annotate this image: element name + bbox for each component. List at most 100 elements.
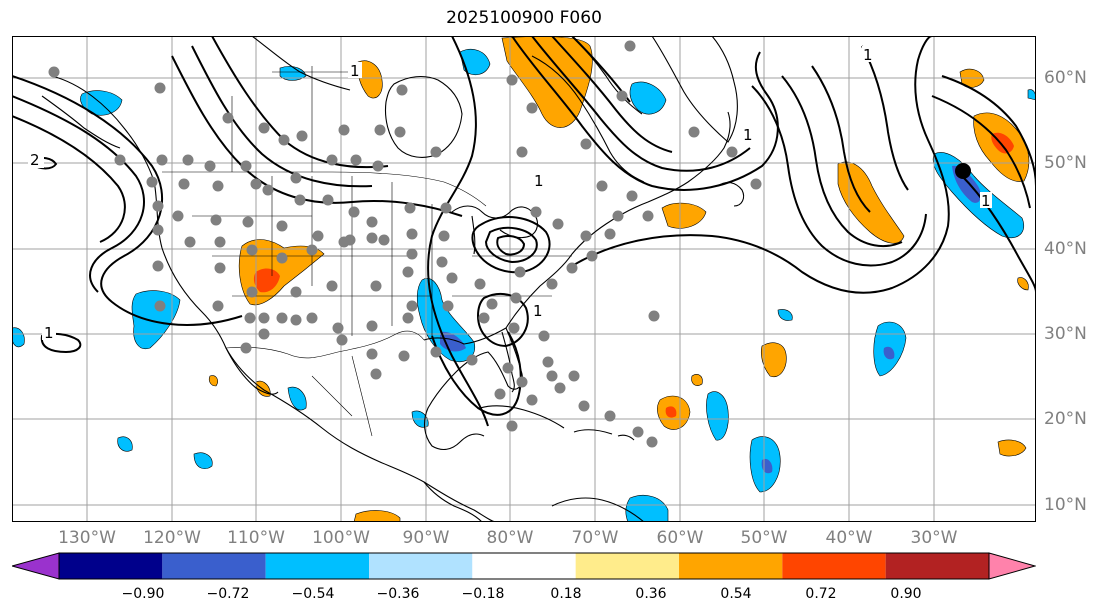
station-dot xyxy=(466,354,478,366)
map-panel: 1 2 1 1 1 1 1 1 xyxy=(12,36,1036,522)
lon-label: 120°W xyxy=(143,528,201,548)
station-dot xyxy=(430,146,442,158)
station-dot xyxy=(578,400,590,412)
colorbar-extend-high xyxy=(988,552,1036,580)
contour-line xyxy=(511,36,779,191)
station-dot xyxy=(322,194,334,206)
station-dot xyxy=(276,312,288,324)
station-dot xyxy=(378,234,390,246)
lon-label: 60°W xyxy=(656,528,704,548)
station-dot xyxy=(296,130,308,142)
contour-line xyxy=(431,331,522,416)
alaska-islands xyxy=(41,95,121,149)
station-dot xyxy=(366,216,378,228)
station-dot xyxy=(604,410,616,422)
station-dot xyxy=(406,300,418,312)
colorbar-label: −0.54 xyxy=(291,586,335,602)
lat-label: 10°N xyxy=(1044,495,1087,515)
warm-anomaly xyxy=(691,374,703,386)
station-dot xyxy=(306,244,318,256)
station-dot xyxy=(246,286,258,298)
station-dot xyxy=(510,292,522,304)
station-dot xyxy=(632,426,644,438)
station-dot xyxy=(546,370,558,382)
atlantic-coast xyxy=(505,111,731,329)
station-dot xyxy=(258,328,270,340)
station-dot xyxy=(514,266,526,278)
colorbar-frame xyxy=(58,552,990,580)
station-dot xyxy=(396,84,408,96)
station-dot xyxy=(172,210,184,222)
station-dot xyxy=(506,420,518,432)
station-dot xyxy=(326,280,338,292)
colorbar xyxy=(12,552,1036,580)
warm-anomaly xyxy=(837,161,905,244)
contour-label: 1 xyxy=(863,46,873,64)
station-dot xyxy=(350,154,362,166)
station-dot xyxy=(262,184,274,196)
warm-anomaly xyxy=(208,375,218,387)
contour-line xyxy=(427,36,489,427)
lon-label: 50°W xyxy=(740,528,788,548)
puerto-rico xyxy=(617,434,635,441)
lat-label: 20°N xyxy=(1044,409,1087,429)
station-dot xyxy=(244,312,256,324)
station-dot xyxy=(370,368,382,380)
station-dot xyxy=(478,312,490,324)
colorbar-swatch xyxy=(575,553,679,579)
station-dot xyxy=(178,178,190,190)
station-dot xyxy=(626,190,638,202)
station-dot xyxy=(152,200,164,212)
station-dot xyxy=(406,248,418,260)
political-borders xyxy=(162,66,572,437)
station-dot xyxy=(212,300,224,312)
station-dot xyxy=(204,160,216,172)
station-dot xyxy=(568,370,580,382)
station-dot xyxy=(374,124,386,136)
contour-label: 1 xyxy=(350,62,360,80)
hispaniola xyxy=(573,429,613,435)
lat-label: 60°N xyxy=(1044,68,1087,88)
station-dot xyxy=(402,312,414,324)
contour-line xyxy=(191,45,373,188)
mexico-state-line xyxy=(311,375,353,417)
map-title: 2025100900 F060 xyxy=(446,8,602,28)
us-mexico-border xyxy=(225,330,425,359)
baja xyxy=(225,347,279,395)
florida xyxy=(501,331,515,393)
station-dot xyxy=(436,256,448,268)
contour-line xyxy=(781,75,903,248)
map-canvas: 1 2 1 1 1 1 1 1 xyxy=(12,36,1036,522)
lon-label: 70°W xyxy=(571,528,619,548)
station-dot xyxy=(516,146,528,158)
cold-anomaly xyxy=(883,346,895,360)
station-dot xyxy=(246,244,258,256)
station-dot xyxy=(294,194,306,206)
station-dot xyxy=(438,230,450,242)
station-dot xyxy=(290,314,302,326)
station-dot xyxy=(370,280,382,292)
south-america xyxy=(551,497,645,522)
contour-line xyxy=(571,36,950,294)
station-dot xyxy=(366,320,378,332)
contour-line xyxy=(551,36,673,153)
map-frame xyxy=(12,36,1036,522)
station-dot xyxy=(290,172,302,184)
colorbar-swatch xyxy=(265,553,369,579)
station-dot xyxy=(526,102,538,114)
contour-line xyxy=(12,75,243,326)
lon-label: 90°W xyxy=(402,528,450,548)
station-dot xyxy=(214,262,226,274)
contour-label: 2 xyxy=(30,151,40,169)
station-dot xyxy=(306,312,318,324)
station-dot xyxy=(508,322,520,334)
observation-stations xyxy=(48,40,762,448)
lon-label: 100°W xyxy=(312,528,370,548)
station-dot xyxy=(154,82,166,94)
station-dot xyxy=(542,356,554,368)
contour-label: 1 xyxy=(533,302,543,320)
us-canada-border xyxy=(162,171,487,207)
lon-label: 30°W xyxy=(910,528,958,548)
station-dot xyxy=(48,66,60,78)
contour-line xyxy=(531,36,751,172)
